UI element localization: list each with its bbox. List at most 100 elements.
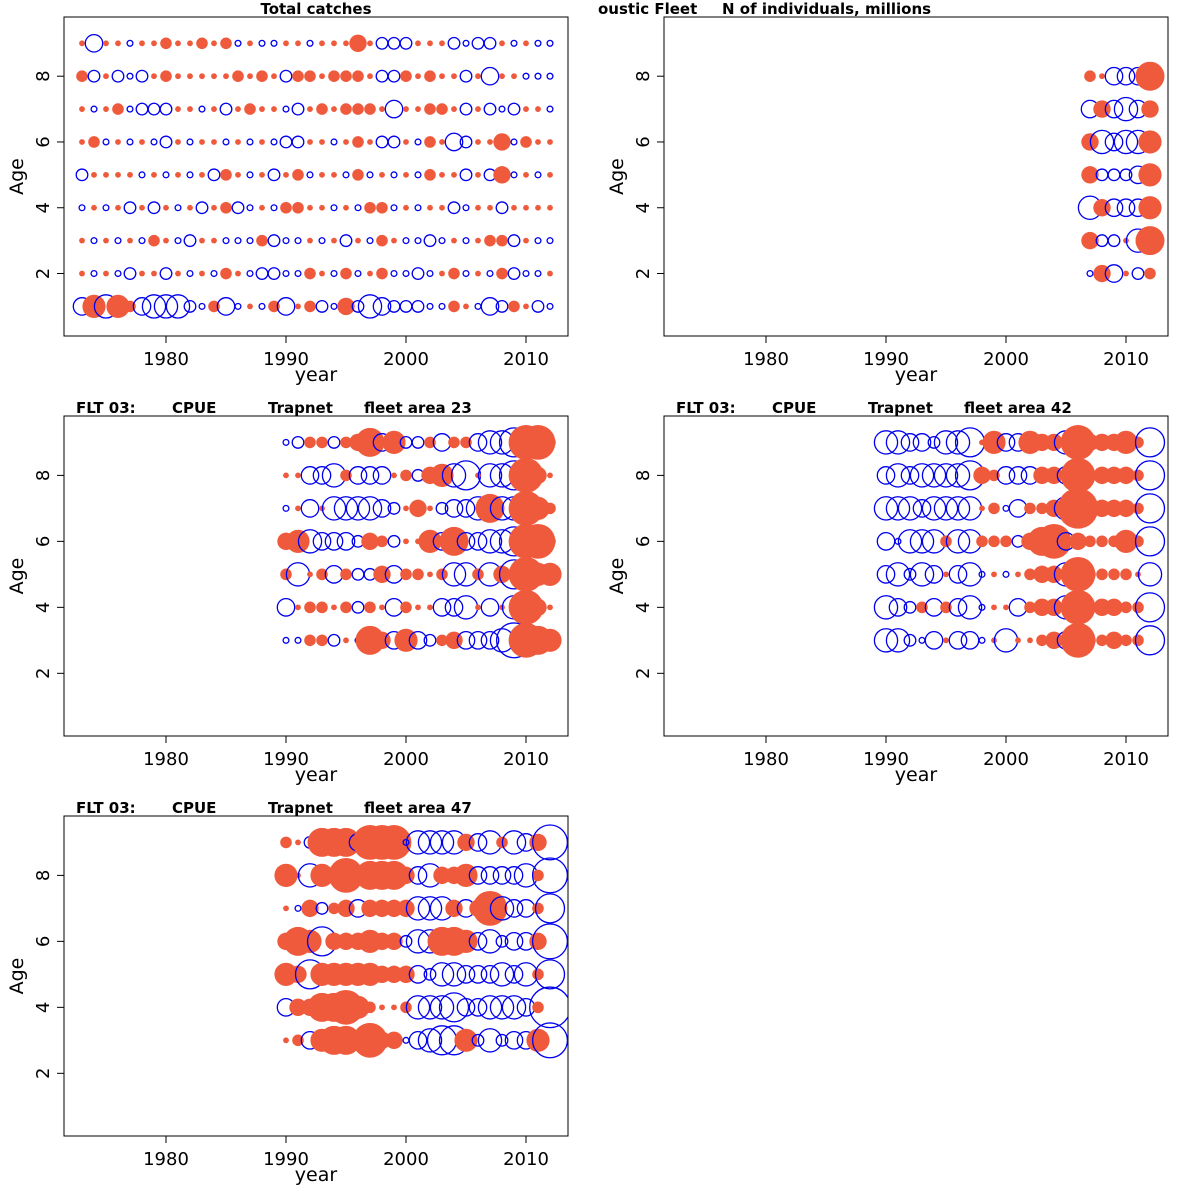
bubble-positive (91, 204, 97, 211)
bubble-positive (451, 73, 457, 80)
bubble-positive (547, 604, 553, 611)
bubble-negative (411, 435, 425, 449)
bubble-negative (387, 534, 401, 548)
y-axis-title: Age (6, 158, 28, 195)
bubble-positive (127, 171, 133, 178)
bubble-positive (115, 204, 121, 211)
bubble-positive (976, 535, 988, 548)
bubble-negative (1116, 66, 1136, 86)
bubble-negative (315, 901, 329, 915)
bubble-positive (529, 932, 547, 951)
bubble-negative (216, 297, 236, 316)
bubble-negative (387, 135, 401, 149)
bubble-negative (366, 171, 374, 179)
bubble-positive (376, 824, 412, 860)
bubble-positive (1033, 466, 1051, 485)
bubble-positive (187, 204, 193, 211)
bubble-negative (1137, 562, 1163, 587)
bubble-negative (312, 466, 332, 485)
bubble-negative (408, 630, 428, 650)
bubble-negative (933, 463, 959, 488)
bubble-positive (1096, 535, 1108, 548)
bubble-negative (195, 201, 209, 215)
bubble-negative (429, 830, 455, 855)
bubble-negative (1104, 99, 1124, 119)
bubble-negative (414, 237, 422, 245)
bubble-negative (123, 201, 137, 215)
bubble-negative (480, 965, 500, 984)
bubble-negative (384, 99, 404, 119)
bubble-positive (256, 234, 268, 247)
bubble-negative (246, 171, 254, 179)
x-tick-label: 2010 (503, 749, 549, 770)
bubble-negative (534, 893, 566, 924)
bubble-positive (304, 436, 316, 449)
bubble-positive (523, 303, 529, 310)
bubble-positive (439, 73, 445, 80)
chart-title-part: Total catches (260, 0, 371, 18)
bubble-positive (436, 103, 448, 115)
bubble-positive (139, 139, 145, 145)
bubble-positive (373, 932, 391, 951)
bubble-negative (267, 234, 281, 248)
bubble-negative (459, 69, 473, 83)
bubble-negative (903, 600, 917, 614)
bubble-negative (471, 1033, 485, 1047)
bubble-positive (316, 634, 328, 647)
x-tick-label: 2010 (503, 349, 549, 370)
bubble-positive (1084, 70, 1096, 82)
bubble-negative (945, 529, 971, 554)
bubble-negative (1113, 96, 1139, 122)
bubble-positive (337, 932, 355, 951)
bubble-positive (115, 40, 121, 47)
bubble-positive (1144, 267, 1156, 280)
bubble-negative (495, 299, 509, 313)
bubble-positive (349, 34, 367, 53)
bubble-negative (444, 499, 464, 518)
bubble-negative (477, 995, 503, 1020)
bubble-positive (331, 171, 337, 178)
bubble-negative (141, 294, 167, 319)
bubble-positive (115, 139, 121, 145)
bubble-negative (291, 135, 305, 149)
bubble-positive (523, 171, 529, 178)
bubble-negative (387, 299, 401, 313)
bubble-positive (1105, 466, 1123, 485)
chart-title-part: fleet area 42 (964, 399, 1072, 417)
bubble-negative (306, 39, 314, 47)
bubble-negative (111, 69, 125, 83)
bubble-positive (436, 634, 448, 647)
bubble-negative (978, 603, 986, 611)
bubble-negative (399, 299, 413, 313)
bubble-positive (400, 469, 412, 482)
bubble-negative (1107, 168, 1121, 182)
bubble-negative (414, 138, 422, 146)
bubble-negative (432, 597, 452, 617)
bubble-negative (102, 138, 110, 146)
bubble-negative (873, 496, 899, 521)
bubble-positive (376, 267, 388, 280)
bubble-positive (103, 106, 109, 112)
bubble-negative (978, 570, 986, 578)
bubble-positive (508, 589, 544, 625)
bubble-positive (259, 204, 265, 211)
bubble-negative (486, 269, 494, 278)
bubble-positive (547, 270, 553, 277)
bubble-negative (267, 267, 281, 280)
bubble-negative (282, 237, 290, 245)
bubbles (1077, 61, 1165, 283)
bubble-positive (535, 106, 541, 112)
bubble-positive (1000, 535, 1012, 548)
bubble-positive (475, 237, 481, 244)
bubble-positive (1033, 598, 1051, 617)
bubble-negative (885, 628, 911, 653)
bubble-positive (247, 73, 253, 80)
bubble-negative (909, 562, 935, 587)
bubble-negative (534, 39, 542, 47)
bubble-positive (1117, 499, 1135, 518)
bubble-negative (90, 269, 98, 278)
bubble-negative (876, 532, 896, 551)
bubble-positive (1114, 529, 1138, 553)
bubble-negative (468, 833, 488, 852)
bubble-positive (403, 538, 409, 545)
